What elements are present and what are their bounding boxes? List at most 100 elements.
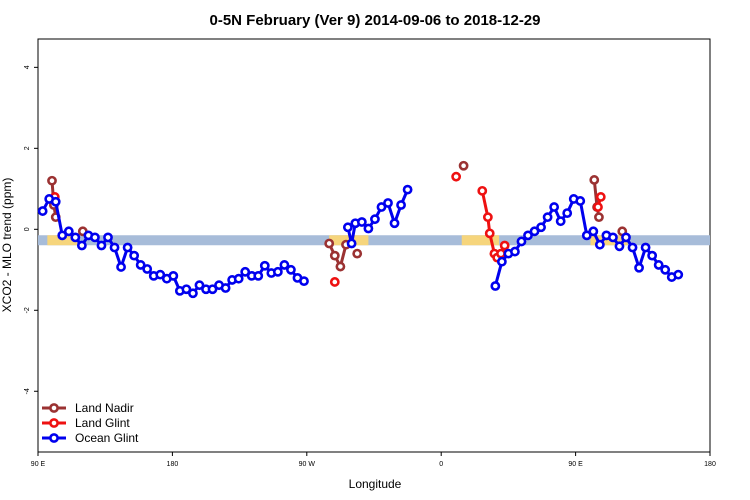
ocean-glint-point-0-9	[96, 240, 107, 251]
series-land-glint	[49, 171, 606, 287]
ocean-glint-point-0-8	[90, 232, 100, 243]
land-glint-point-3-1	[482, 212, 493, 223]
legend-marker-land-glint	[49, 418, 59, 428]
ocean-glint-point-2-0	[490, 281, 501, 291]
land-glint-point-3-0	[477, 185, 488, 196]
ocean-glint-point-2-28	[673, 269, 684, 280]
ocean-glint-point-2-3	[510, 246, 520, 257]
ocean-glint-point-1-8	[389, 218, 400, 229]
land-nadir-line-2	[327, 242, 348, 269]
land-glint-point-2-0	[451, 171, 462, 182]
x-tick-label-1: 180	[167, 461, 179, 468]
ocean-glint-point-0-13	[122, 242, 133, 253]
ocean-glint-point-0-2	[50, 196, 61, 207]
ocean-glint-point-0-34	[259, 260, 270, 271]
y-axis-label: XCO2 - MLO trend (ppm)	[0, 178, 14, 313]
ocean-glint-point-0-5	[70, 232, 81, 243]
y-tick-label-2: 0	[24, 227, 31, 231]
ocean-glint-point-2-11	[562, 208, 573, 219]
ocean-glint-point-2-13	[575, 196, 586, 206]
ocean-glint-point-0-6	[76, 240, 87, 251]
ocean-glint-point-2-15	[588, 226, 599, 237]
ocean-glint-point-1-10	[402, 184, 413, 195]
ocean-glint-point-0-18	[155, 269, 166, 280]
x-tick-label-2: 90 W	[299, 461, 316, 468]
land-nadir-point-2-2	[335, 261, 346, 272]
ocean-glint-point-2-8	[542, 212, 553, 223]
ocean-glint-point-0-22	[181, 284, 192, 295]
land-glint-point-4-0	[593, 202, 603, 212]
ocean-glint-point-2-25	[653, 260, 664, 270]
ocean-glint-point-2-23	[640, 242, 651, 253]
ocean-glint-point-1-3	[356, 217, 367, 227]
land-nadir-point-2-1	[329, 250, 340, 261]
ocean-glint-point-0-33	[253, 270, 264, 281]
ocean-glint-point-0-3	[57, 230, 68, 241]
ocean-glint-point-1-9	[396, 200, 406, 210]
legend-marker-ocean-glint	[49, 433, 59, 443]
ocean-glint-point-0-36	[272, 266, 283, 277]
ocean-glint-point-0-23	[188, 288, 198, 299]
x-tick-label-3: 0	[439, 461, 443, 468]
land-nadir-point-2-0	[324, 238, 335, 249]
legend-label-land-glint: Land Glint	[75, 416, 130, 430]
ocean-glint-point-2-22	[634, 262, 644, 273]
ocean-glint-point-2-19	[614, 241, 625, 252]
ocean-glint-point-0-28	[220, 283, 231, 293]
land-nadir-point-3-0	[352, 248, 363, 259]
ocean-glint-point-0-38	[286, 264, 296, 275]
ocean-glint-point-0-11	[109, 242, 120, 253]
land-glint-point-3-6	[499, 240, 510, 251]
ocean-glint-point-2-6	[529, 226, 540, 237]
ocean-glint-point-0-4	[63, 226, 74, 237]
ocean-glint-point-1-7	[383, 198, 393, 208]
ocean-glint-point-1-1	[346, 238, 357, 249]
series-layer	[37, 160, 684, 299]
ocean-glint-point-2-16	[594, 239, 605, 250]
x-tick-label-4: 90 E	[568, 461, 583, 468]
ocean-glint-point-0-16	[142, 264, 153, 274]
ocean-glint-point-0-14	[129, 250, 140, 261]
x-axis-label: Longitude	[349, 477, 402, 491]
ocean-glint-point-1-5	[370, 214, 380, 225]
ocean-glint-point-0-15	[135, 260, 146, 270]
y-tick-label-3: 2	[24, 146, 31, 150]
ocean-glint-point-2-7	[536, 222, 546, 233]
ocean-glint-point-0-12	[116, 262, 126, 272]
ocean-glint-point-2-18	[608, 232, 618, 243]
y-tick-label-0: -4	[24, 388, 31, 394]
ocean-glint-point-2-21	[627, 242, 638, 253]
land-nadir-point-0-0	[47, 175, 57, 186]
y-axis: -4 -2 0 2 4	[24, 65, 38, 394]
legend-label-land-nadir: Land Nadir	[75, 401, 134, 415]
land-glint-point-1-0	[329, 277, 340, 287]
ocean-glint-point-2-26	[660, 264, 671, 275]
x-tick-label-5: 180	[704, 461, 716, 468]
land-glint-point-4-1	[595, 192, 606, 202]
ocean-glint-point-2-5	[523, 230, 533, 241]
ocean-glint-point-0-24	[194, 280, 205, 291]
land-nadir-point-4-0	[458, 160, 469, 171]
ocean-glint-point-0-26	[207, 284, 218, 295]
land-glint-point-3-5	[496, 248, 506, 259]
ocean-glint-point-2-4	[516, 236, 527, 247]
ocean-glint-point-2-14	[581, 230, 592, 241]
y-tick-label-1: -2	[24, 307, 31, 313]
ocean-glint-point-2-20	[621, 232, 631, 243]
ocean-glint-point-0-20	[168, 270, 179, 281]
ocean-glint-point-0-37	[279, 260, 290, 270]
legend-label-ocean-glint: Ocean Glint	[75, 431, 139, 445]
ocean-glint-point-2-1	[496, 256, 507, 267]
ocean-glint-point-1-0	[342, 222, 353, 233]
ocean-glint-point-0-40	[299, 276, 309, 287]
ocean-glint-point-2-24	[647, 250, 658, 261]
legend-marker-land-nadir	[49, 403, 59, 413]
land-nadir-point-5-2	[594, 212, 604, 223]
ocean-glint-point-1-6	[376, 202, 387, 212]
chart-title: 0-5N February (Ver 9) 2014-09-06 to 2018…	[209, 12, 540, 29]
x-tick-label-0: 90 E	[31, 461, 46, 468]
ocean-glint-point-0-10	[103, 232, 113, 243]
y-tick-label-4: 4	[24, 65, 31, 69]
